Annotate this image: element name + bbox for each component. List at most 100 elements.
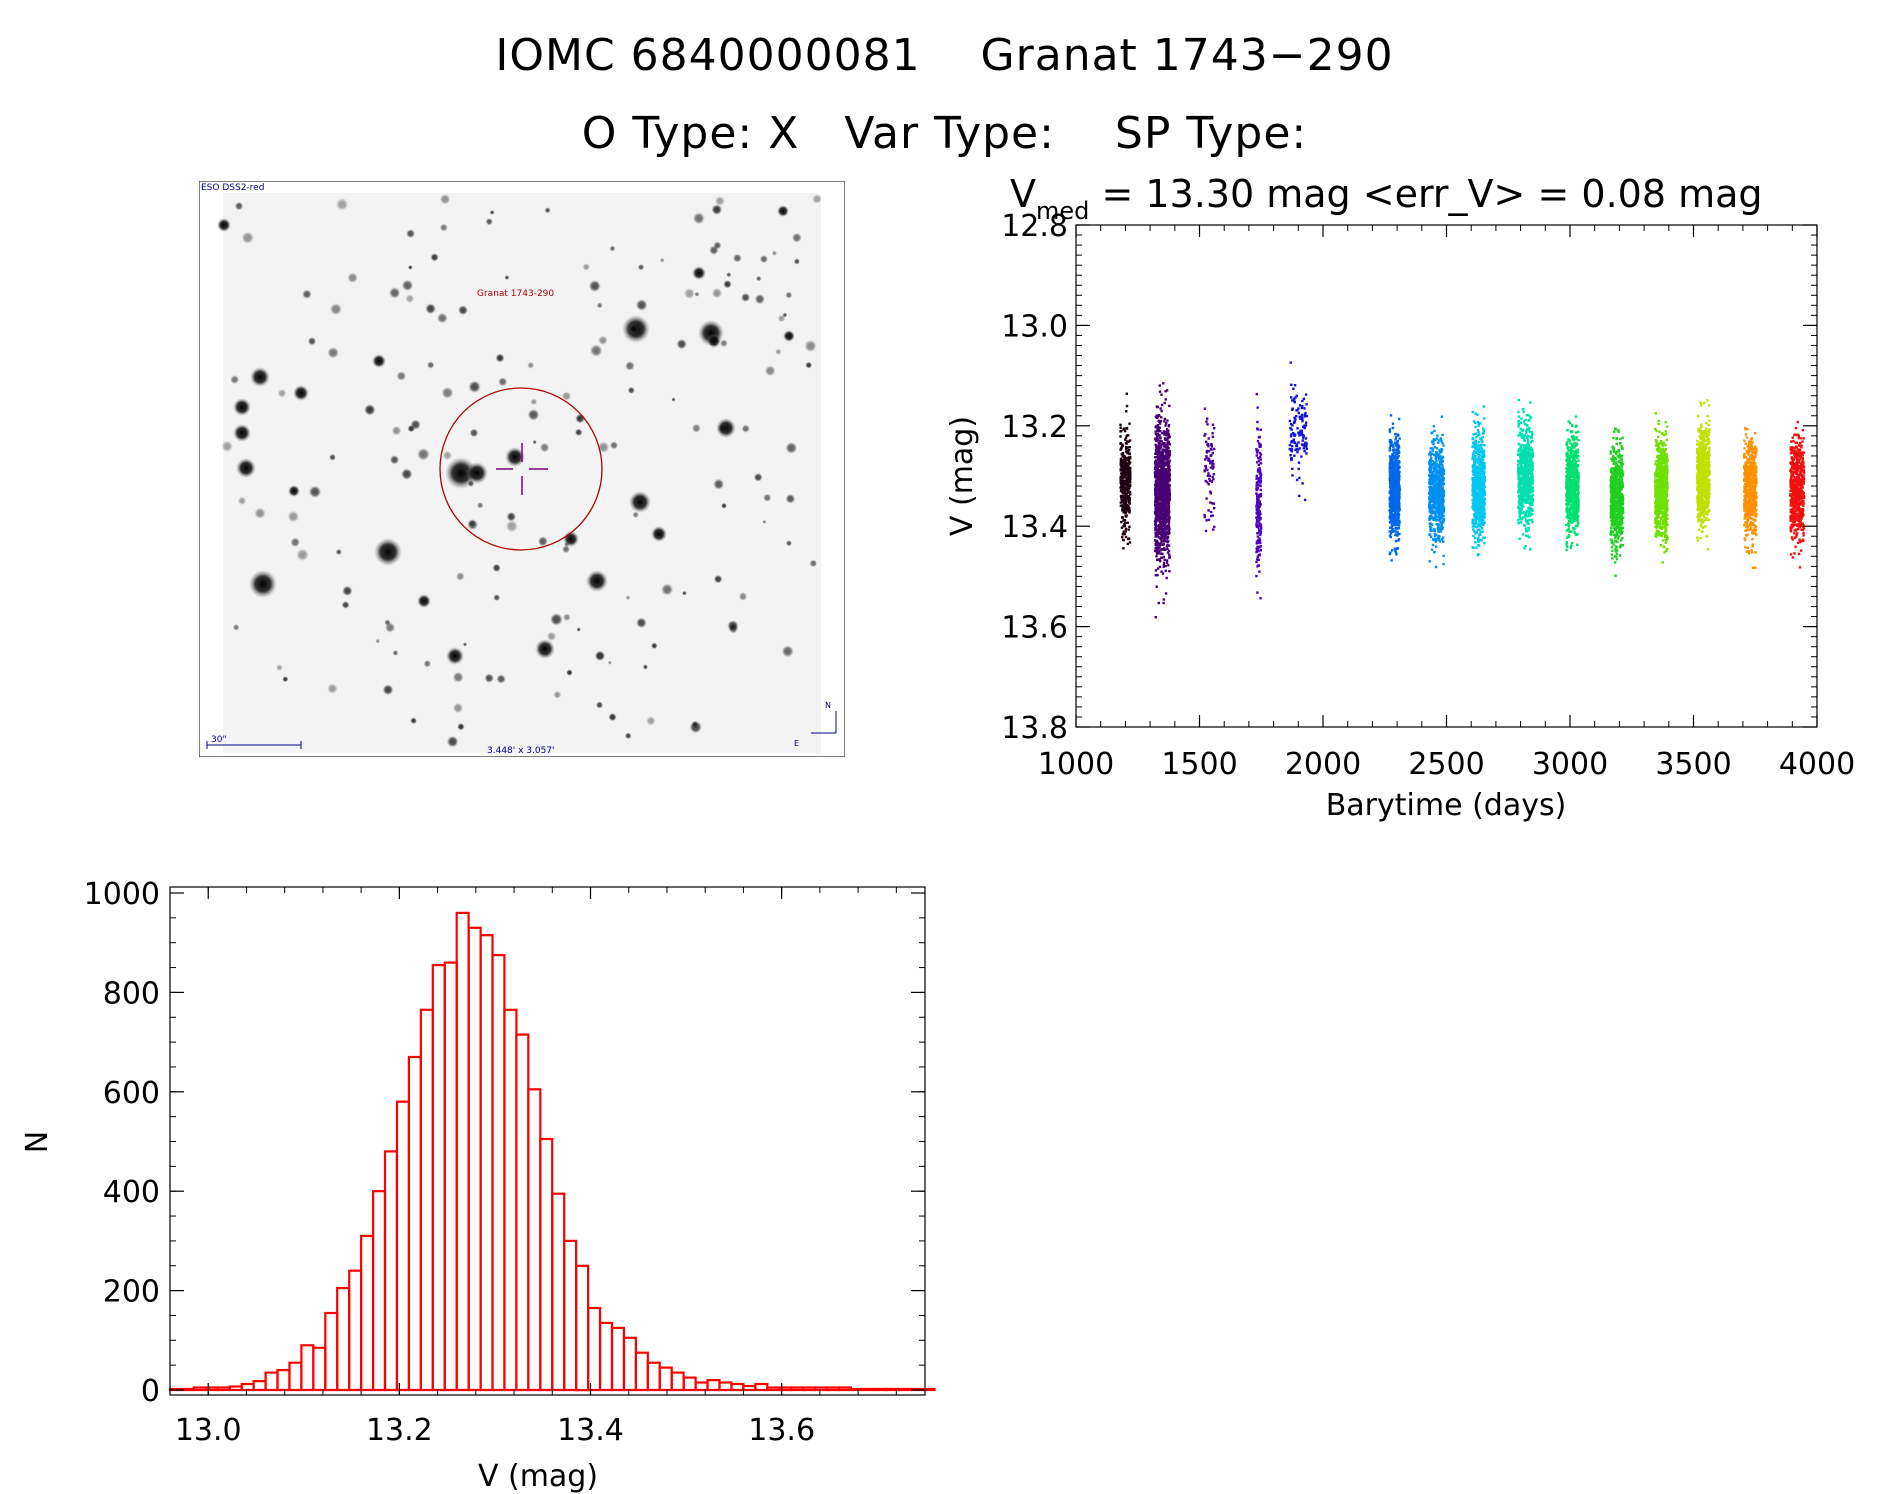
lc-point	[1124, 479, 1127, 483]
lc-point	[1440, 448, 1443, 451]
lc-point	[1478, 515, 1481, 519]
lc-point	[1163, 462, 1166, 466]
lc-point	[1164, 497, 1167, 500]
lc-point	[1524, 418, 1527, 422]
lc-point	[1530, 432, 1534, 436]
lc-point	[1435, 474, 1438, 477]
lc-point	[1525, 486, 1528, 489]
lc-point	[1166, 551, 1170, 554]
lc-point	[1154, 476, 1157, 479]
lc-title-rest: = 13.30 mag <err_V> = 0.08 mag	[1089, 172, 1762, 216]
lc-point	[1297, 448, 1300, 451]
lc-point	[1259, 481, 1262, 484]
lc-point	[1168, 449, 1171, 453]
lc-point	[1430, 452, 1434, 455]
lc-point	[1438, 454, 1442, 458]
lc-point	[1393, 441, 1397, 444]
lc-point	[1157, 494, 1161, 498]
lc-point	[1395, 547, 1398, 550]
lc-point	[1434, 455, 1438, 459]
lc-point	[1212, 528, 1215, 531]
lc-point	[1127, 472, 1130, 475]
lc-point	[1167, 520, 1170, 523]
lc-point	[1433, 470, 1437, 473]
lc-point	[1394, 510, 1397, 514]
lc-point	[1393, 517, 1396, 521]
lc-point	[1482, 496, 1485, 499]
lc-point	[1397, 509, 1400, 513]
lc-point	[1518, 495, 1521, 499]
lc-point	[1528, 493, 1531, 497]
lc-point	[1297, 411, 1300, 415]
lc-point	[1127, 461, 1131, 464]
lc-point	[1290, 458, 1293, 462]
lc-point	[1476, 503, 1480, 507]
lc-point	[1205, 451, 1208, 454]
lc-point	[1529, 456, 1532, 459]
lc-point	[1303, 415, 1306, 418]
lc-point	[1159, 444, 1162, 447]
lc-point	[1528, 486, 1532, 489]
lc-point	[1471, 445, 1474, 449]
lc-point	[1154, 483, 1157, 487]
lc-point	[1429, 517, 1432, 520]
lc-point	[1433, 528, 1436, 531]
lc-point	[1474, 444, 1478, 447]
lc-point	[1296, 427, 1299, 430]
lc-point	[1388, 479, 1391, 482]
lc-point	[1480, 457, 1483, 460]
lc-point	[1518, 475, 1521, 479]
lc-point	[1429, 514, 1433, 518]
lc-point	[1475, 436, 1478, 439]
lc-point	[1162, 532, 1165, 536]
lc-point	[1390, 455, 1394, 459]
lc-point	[1476, 429, 1480, 432]
lc-point	[1527, 510, 1531, 514]
lc-point	[1396, 495, 1399, 499]
lc-point	[1165, 512, 1169, 516]
lc-point	[1207, 509, 1210, 512]
lc-point	[1526, 522, 1529, 525]
lc-point	[1428, 488, 1432, 492]
lc-point	[1206, 423, 1209, 426]
lc-point	[1434, 513, 1437, 516]
lc-point	[1471, 522, 1474, 525]
lc-point	[1162, 457, 1166, 460]
lc-point	[1154, 574, 1157, 577]
lc-point	[1573, 437, 1576, 440]
lc-point	[1525, 534, 1528, 537]
lc-point	[1473, 518, 1476, 522]
lc-point	[1392, 494, 1395, 497]
lc-point	[1259, 462, 1262, 465]
lc-point	[1476, 553, 1479, 557]
lc-point	[1126, 484, 1130, 488]
lc-point	[1388, 521, 1392, 524]
lc-point	[1441, 475, 1444, 479]
lc-point	[1473, 530, 1476, 533]
lc-point	[1256, 461, 1259, 464]
lc-point	[1157, 472, 1160, 475]
lc-point	[1255, 516, 1258, 519]
lc-point	[1158, 498, 1161, 501]
lc-point	[1438, 450, 1441, 453]
lc-point	[1154, 467, 1158, 470]
lc-point	[1433, 489, 1436, 492]
lc-point	[1523, 497, 1526, 501]
lc-point	[1479, 482, 1483, 485]
lc-point	[1153, 549, 1157, 552]
lc-point	[1481, 479, 1485, 482]
lc-point	[1388, 474, 1392, 477]
lc-point	[1393, 498, 1396, 501]
lc-point	[1258, 442, 1261, 445]
lc-point	[1164, 450, 1167, 453]
lc-point	[1127, 508, 1130, 511]
lc-point	[1255, 450, 1259, 453]
lc-point	[1525, 520, 1528, 523]
lc-point	[1441, 503, 1445, 506]
lc-point	[1570, 530, 1573, 533]
lc-point	[1434, 480, 1437, 483]
lc-point	[1572, 458, 1575, 461]
lc-point	[1388, 515, 1391, 518]
lc-point	[1531, 509, 1534, 512]
lc-point	[1304, 424, 1308, 427]
